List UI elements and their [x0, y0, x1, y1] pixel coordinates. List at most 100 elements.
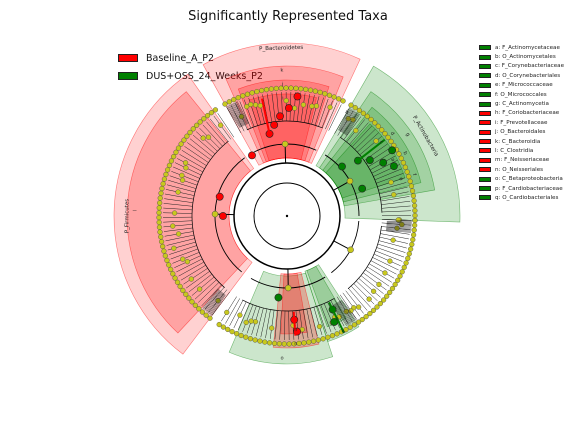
- leaf-node: [322, 91, 328, 97]
- leaf-branch: [351, 125, 373, 148]
- leaf-node: [159, 239, 165, 245]
- leaf-node: [406, 251, 412, 257]
- leaf-node: [298, 86, 304, 92]
- internal-node: [205, 134, 212, 140]
- leaf-node: [226, 99, 232, 105]
- taxa-legend-label: m: F_Neisseriaceae: [495, 157, 550, 164]
- leaf-branch: [194, 279, 217, 300]
- leaf-branch: [339, 294, 357, 319]
- leaf-branch: [198, 282, 220, 303]
- fan-line: [339, 108, 351, 131]
- leaf-branch: [330, 300, 345, 327]
- label-c: c: [378, 139, 385, 145]
- taxa-legend-entry: j: O_Bacteroidales: [479, 128, 564, 137]
- internal-node: [171, 245, 177, 251]
- leaf-node: [340, 98, 346, 104]
- fan-line: [204, 290, 221, 311]
- leaf-node: [262, 339, 268, 345]
- fan-line: [337, 302, 353, 323]
- leaf-node: [377, 300, 383, 307]
- leaf-node: [212, 107, 219, 113]
- leaf-node: [162, 253, 168, 259]
- taxa-legend-entry: l: C_Clostridia: [479, 146, 564, 155]
- label-l: l: [133, 210, 139, 212]
- leaf-node: [410, 193, 416, 199]
- internal-node: [309, 103, 315, 109]
- biomarker-branch: [328, 301, 345, 334]
- internal-node: [243, 319, 249, 326]
- leaf-branch: [375, 250, 403, 262]
- label-bacteroidetes: P_Bacteroidetes: [259, 45, 303, 53]
- leaf-node: [392, 281, 398, 288]
- fan-line: [339, 300, 356, 321]
- leaf-branch: [379, 186, 408, 195]
- internal-node: [217, 122, 224, 128]
- taxa-legend: a: F_Actinomycetaceae b: O_Actinomycetale…: [479, 43, 564, 203]
- fan-line: [234, 102, 248, 125]
- leaf-branch: [266, 93, 273, 123]
- leaf-node: [187, 129, 193, 136]
- leaf-node: [372, 120, 378, 126]
- leaf-branch: [269, 310, 275, 339]
- phylum-node: [281, 140, 289, 148]
- leaf-node: [329, 333, 336, 339]
- leaf-branch: [171, 171, 199, 183]
- phylum-node: [211, 210, 219, 218]
- leaf-node: [157, 200, 163, 206]
- leaf-branch: [284, 310, 286, 340]
- leaf-node: [411, 227, 417, 233]
- leaf-node: [293, 85, 299, 91]
- leaf-node: [404, 169, 410, 175]
- fan-line: [233, 102, 247, 125]
- leaf-node: [173, 149, 179, 155]
- leaf-branch: [163, 227, 193, 232]
- leaf-node: [412, 222, 418, 228]
- fan-line: [346, 114, 360, 136]
- leaf-node: [412, 207, 418, 214]
- label-g: g: [404, 132, 411, 138]
- leaf-branch: [185, 271, 210, 289]
- internal-node: [244, 103, 250, 110]
- leaf-node: [412, 217, 418, 224]
- taxa-legend-entry: e: F_Micrococcaceae: [479, 81, 564, 90]
- leaf-node: [190, 126, 196, 132]
- leaf-branch: [166, 184, 196, 193]
- leaf-branch: [225, 298, 241, 324]
- taxa-legend-label: k: C_Bacteroidia: [495, 138, 541, 145]
- branch-arc2-proteobacteria-a: [347, 225, 382, 290]
- leaf-node: [402, 164, 408, 170]
- leaf-node: [315, 337, 321, 343]
- leaf-branch: [380, 196, 410, 202]
- leaf-node: [387, 289, 393, 296]
- taxa-legend-label: l: C_Clostridia: [495, 147, 534, 154]
- leaf-branch: [376, 173, 404, 184]
- leaf-branch: [262, 94, 269, 123]
- leaf-branch: [334, 108, 350, 134]
- leaf-node: [235, 95, 241, 101]
- internal-node: [327, 104, 333, 110]
- taxa-legend-swatch: [479, 63, 491, 69]
- taxa-legend-swatch: [479, 148, 491, 154]
- phylum-node: [285, 284, 292, 292]
- leaf-branch: [328, 104, 342, 131]
- taxa-legend-label: o: C_Betaproteobacteria: [495, 176, 563, 183]
- taxa-legend-swatch: [479, 110, 491, 116]
- leaf-node: [216, 321, 222, 328]
- internal-node: [171, 210, 178, 216]
- leaf-branch: [257, 95, 265, 124]
- label-f: f: [411, 173, 417, 177]
- label-j: j: [281, 82, 284, 88]
- leaf-branch: [380, 229, 410, 235]
- shade-clostridia: [126, 91, 251, 334]
- leaf-node: [331, 94, 337, 100]
- fan-line: [340, 300, 357, 321]
- leaf-node: [336, 96, 342, 102]
- leaf-branch: [226, 107, 242, 134]
- leaf-node: [164, 257, 170, 264]
- figure-title: Significantly Represented Taxa: [188, 9, 388, 24]
- taxa-legend-entry: k: C_Bacteroidia: [479, 137, 564, 146]
- leaf-node: [156, 224, 163, 230]
- biomarker-node: [366, 156, 374, 164]
- root-ring: [233, 162, 341, 270]
- leaf-node: [382, 131, 388, 137]
